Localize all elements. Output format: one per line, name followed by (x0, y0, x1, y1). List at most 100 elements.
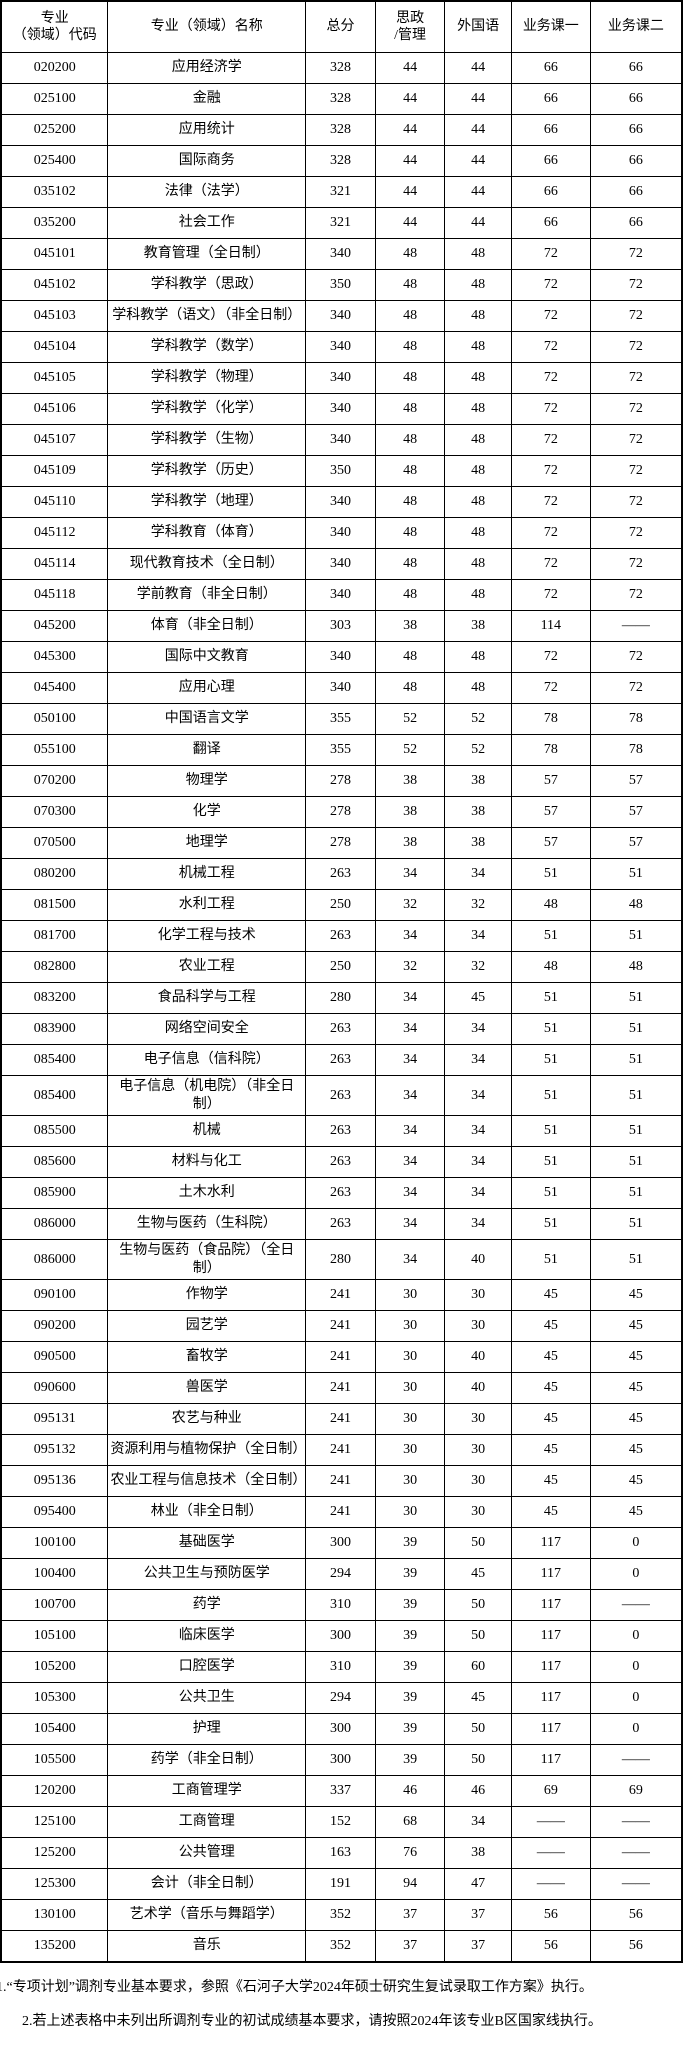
cell-course-two: 72 (589, 238, 683, 270)
cell-major-name: 兽医学 (107, 1372, 307, 1404)
table-row: 081500 水利工程 250 32 32 48 48 (0, 889, 683, 921)
cell-course-one: 72 (510, 269, 591, 301)
cell-politics-management: 52 (374, 703, 446, 735)
cell-course-one: 117 (510, 1744, 591, 1776)
cell-course-one: 78 (510, 734, 591, 766)
table-row: 080200 机械工程 263 34 34 51 51 (0, 858, 683, 890)
cell-course-one: 48 (510, 951, 591, 983)
table-row: 130100 艺术学（音乐与舞蹈学） 352 37 37 56 56 (0, 1899, 683, 1931)
cell-course-one: —— (510, 1806, 591, 1838)
cell-major-name: 学科教学（物理） (107, 362, 307, 394)
cell-major-code: 125100 (0, 1806, 109, 1838)
score-table-header: 专业 （领域）代码 专业（领域）名称 总分 思政 /管理 外国语 业务课一 业务… (0, 0, 683, 53)
table-row: 045200 体育（非全日制） 303 38 38 114 —— (0, 610, 683, 642)
cell-politics-management: 39 (374, 1558, 446, 1590)
cell-major-code: 035200 (0, 207, 109, 239)
cell-course-one: 45 (510, 1434, 591, 1466)
cell-foreign-language: 38 (444, 765, 512, 797)
table-row: 125100 工商管理 152 68 34 —— —— (0, 1806, 683, 1838)
cell-politics-management: 30 (374, 1341, 446, 1373)
cell-politics-management: 37 (374, 1899, 446, 1931)
cell-foreign-language: 48 (444, 300, 512, 332)
cell-major-name: 学前教育（非全日制） (107, 579, 307, 611)
cell-major-code: 070200 (0, 765, 109, 797)
header-course-one: 业务课一 (510, 0, 591, 53)
table-row: 090500 畜牧学 241 30 40 45 45 (0, 1341, 683, 1373)
cell-major-name: 药学（非全日制） (107, 1744, 307, 1776)
cell-foreign-language: 50 (444, 1589, 512, 1621)
cell-major-name: 网络空间安全 (107, 1013, 307, 1045)
table-row: 045103 学科教学（语文）（非全日制） 340 48 48 72 72 (0, 300, 683, 332)
cell-major-name: 电子信息（信科院） (107, 1044, 307, 1076)
table-row: 100700 药学 310 39 50 117 —— (0, 1589, 683, 1621)
cell-course-one: 117 (510, 1713, 591, 1745)
header-major-name: 专业（领域）名称 (107, 0, 307, 53)
cell-politics-management: 76 (374, 1837, 446, 1869)
cell-politics-management: 52 (374, 734, 446, 766)
cell-course-one: 72 (510, 238, 591, 270)
cell-total-score: 280 (305, 982, 376, 1014)
cell-course-two: 72 (589, 424, 683, 456)
table-row: 045118 学前教育（非全日制） 340 48 48 72 72 (0, 579, 683, 611)
cell-course-two: 45 (589, 1434, 683, 1466)
cell-total-score: 340 (305, 579, 376, 611)
cell-total-score: 263 (305, 1115, 376, 1147)
cell-major-name: 法律（法学） (107, 176, 307, 208)
cell-major-code: 083900 (0, 1013, 109, 1045)
cell-politics-management: 34 (374, 1044, 446, 1076)
cell-course-one: 72 (510, 641, 591, 673)
table-row: 025100 金融 328 44 44 66 66 (0, 83, 683, 115)
cell-foreign-language: 32 (444, 889, 512, 921)
cell-course-two: 0 (589, 1620, 683, 1652)
cell-total-score: 163 (305, 1837, 376, 1869)
cell-course-two: 72 (589, 362, 683, 394)
cell-major-code: 045106 (0, 393, 109, 425)
cell-foreign-language: 45 (444, 1558, 512, 1590)
cell-major-name: 机械 (107, 1115, 307, 1147)
cell-course-one: —— (510, 1837, 591, 1869)
table-row: 083200 食品科学与工程 280 34 45 51 51 (0, 982, 683, 1014)
cell-course-two: 57 (589, 765, 683, 797)
cell-course-one: 45 (510, 1310, 591, 1342)
cell-course-one: 78 (510, 703, 591, 735)
cell-major-code: 025100 (0, 83, 109, 115)
table-row: 070500 地理学 278 38 38 57 57 (0, 827, 683, 859)
cell-total-score: 263 (305, 920, 376, 952)
cell-course-two: 69 (589, 1775, 683, 1807)
cell-total-score: 278 (305, 827, 376, 859)
cell-course-one: 72 (510, 672, 591, 704)
cell-total-score: 321 (305, 207, 376, 239)
cell-total-score: 340 (305, 424, 376, 456)
table-row: 050100 中国语言文学 355 52 52 78 78 (0, 703, 683, 735)
cell-course-two: 72 (589, 393, 683, 425)
cell-major-name: 会计（非全日制） (107, 1868, 307, 1900)
cell-politics-management: 34 (374, 1013, 446, 1045)
cell-total-score: 321 (305, 176, 376, 208)
cell-total-score: 241 (305, 1465, 376, 1497)
cell-course-two: 66 (589, 207, 683, 239)
cell-politics-management: 48 (374, 672, 446, 704)
cell-major-code: 120200 (0, 1775, 109, 1807)
table-row: 045114 现代教育技术（全日制） 340 48 48 72 72 (0, 548, 683, 580)
cell-politics-management: 48 (374, 641, 446, 673)
cell-major-code: 105200 (0, 1651, 109, 1683)
cell-course-two: 72 (589, 455, 683, 487)
cell-foreign-language: 45 (444, 1682, 512, 1714)
table-row: 105200 口腔医学 310 39 60 117 0 (0, 1651, 683, 1683)
cell-course-two: 0 (589, 1682, 683, 1714)
cell-foreign-language: 34 (444, 1044, 512, 1076)
cell-foreign-language: 50 (444, 1527, 512, 1559)
cell-major-code: 050100 (0, 703, 109, 735)
cell-major-code: 081500 (0, 889, 109, 921)
cell-major-name: 口腔医学 (107, 1651, 307, 1683)
cell-foreign-language: 37 (444, 1899, 512, 1931)
cell-politics-management: 34 (374, 1115, 446, 1147)
cell-major-name: 林业（非全日制） (107, 1496, 307, 1528)
cell-major-name: 农艺与种业 (107, 1403, 307, 1435)
cell-total-score: 241 (305, 1341, 376, 1373)
cell-course-one: 66 (510, 207, 591, 239)
cell-course-one: 45 (510, 1465, 591, 1497)
cell-politics-management: 48 (374, 424, 446, 456)
cell-total-score: 241 (305, 1403, 376, 1435)
table-row: 045400 应用心理 340 48 48 72 72 (0, 672, 683, 704)
